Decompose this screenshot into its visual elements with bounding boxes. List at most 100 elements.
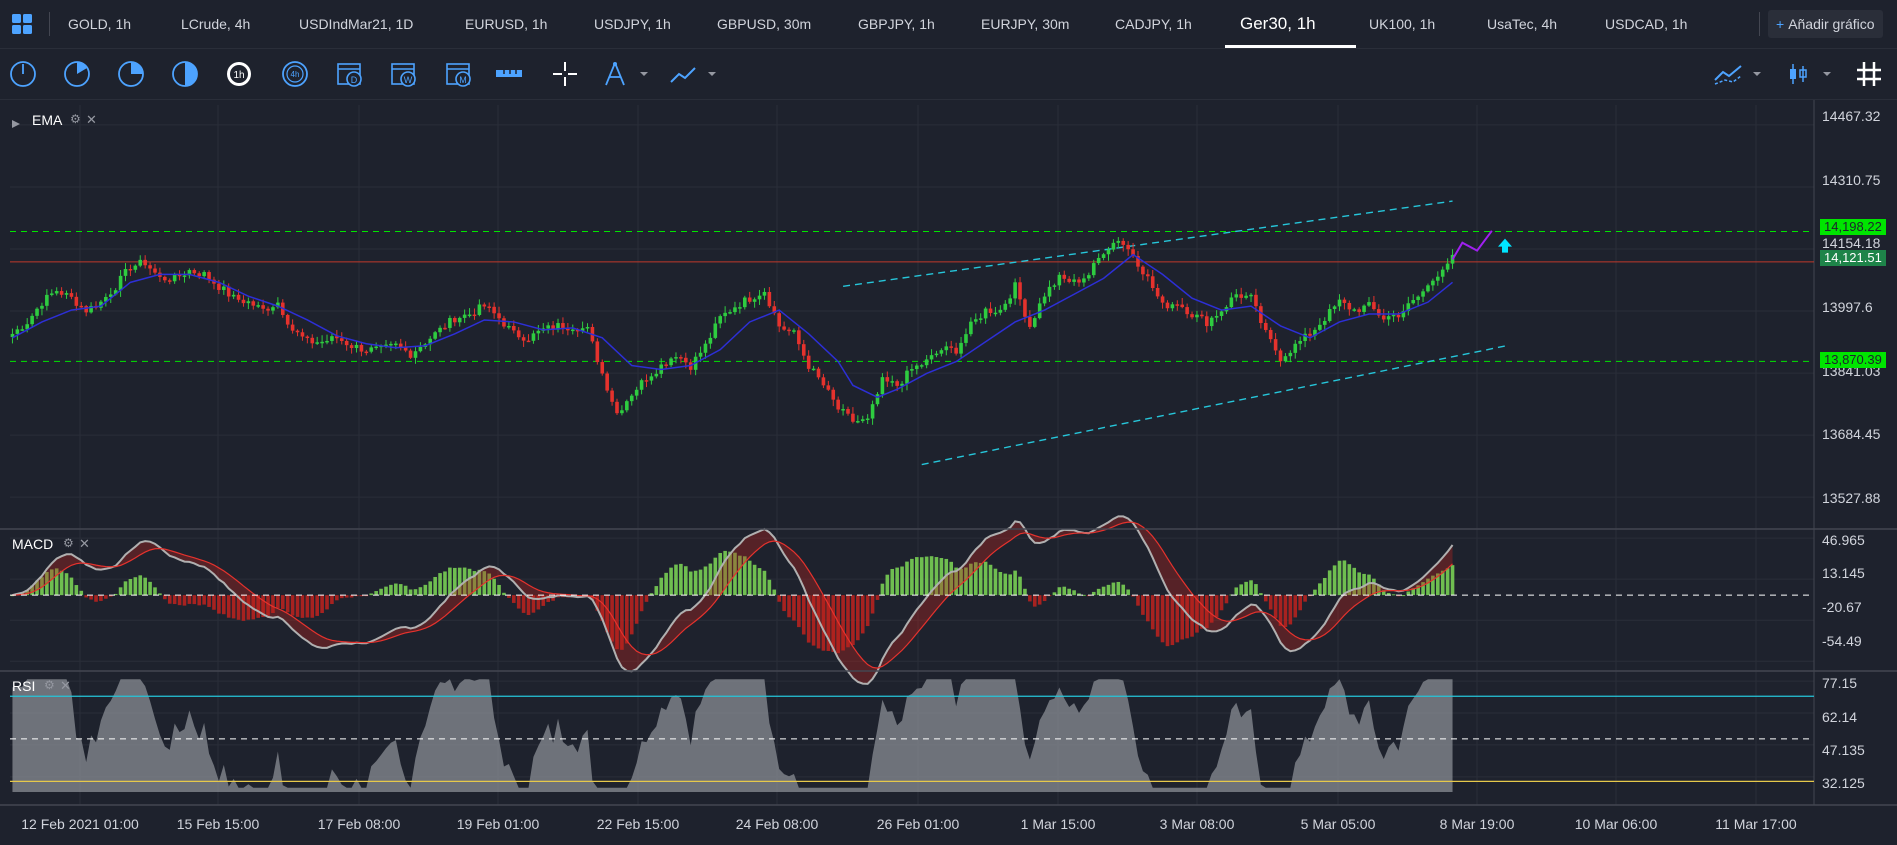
tab-usdcad[interactable]: USDCAD, 1h — [1605, 16, 1688, 32]
close-icon[interactable]: ✕ — [79, 536, 90, 551]
calendar-month-icon[interactable]: M — [444, 60, 474, 88]
candle-body — [384, 344, 388, 347]
candle-body — [266, 308, 270, 311]
tab-usdjpy[interactable]: USDJPY, 1h — [594, 16, 671, 32]
ema-line-path — [12, 253, 1454, 399]
macd-histogram-bar — [531, 595, 536, 613]
macd-histogram-bar — [964, 567, 968, 596]
add-chart-button[interactable]: + Añadir gráfico — [1768, 10, 1883, 38]
ruler-icon[interactable] — [494, 60, 524, 88]
macd-histogram-bar — [669, 567, 673, 596]
candle-body — [905, 370, 909, 384]
macd-histogram-bar — [919, 557, 924, 596]
tab-gbpjpy[interactable]: GBPJPY, 1h — [858, 16, 935, 32]
active-tab-indicator — [1225, 45, 1356, 48]
clock-45m-icon[interactable] — [116, 60, 146, 88]
candle-body — [738, 307, 742, 309]
candle-body — [1111, 242, 1116, 250]
tab-gbpusd[interactable]: GBPUSD, 30m — [717, 16, 812, 32]
grid-icon[interactable] — [1854, 60, 1884, 88]
candle-body — [944, 346, 949, 351]
macd-histogram-bar — [639, 595, 644, 612]
collapse-icon[interactable] — [12, 115, 20, 128]
clock-15m-icon[interactable] — [8, 60, 38, 88]
macd-histogram-bar — [1421, 582, 1425, 596]
macd-histogram-bar — [1435, 573, 1440, 596]
time-axis-label: 1 Mar 15:00 — [1020, 816, 1096, 832]
candle-body — [40, 305, 44, 309]
macd-histogram-bar — [860, 595, 865, 634]
chart-area[interactable] — [0, 100, 1897, 845]
macd-histogram-bar — [1244, 581, 1248, 596]
macd-histogram-bar — [1150, 595, 1155, 630]
macd-histogram-bar — [457, 567, 462, 596]
candle-body — [1214, 315, 1219, 318]
candle-body — [890, 381, 895, 383]
macd-histogram-bar — [192, 595, 197, 605]
ema-pane-title: EMA — [32, 112, 63, 128]
candle-body — [875, 394, 880, 405]
timeframe-1h-icon[interactable]: 1h — [224, 60, 254, 88]
candle-body — [226, 286, 231, 297]
tab-eurusd[interactable]: EURUSD, 1h — [465, 16, 548, 32]
macd-histogram-bar — [1195, 595, 1199, 633]
macd-histogram-bar — [226, 595, 231, 618]
svg-text:M: M — [459, 75, 467, 85]
tab-cadjpy[interactable]: CADJPY, 1h — [1115, 16, 1192, 32]
close-icon[interactable]: ✕ — [60, 678, 71, 693]
macd-histogram-bar — [20, 592, 25, 596]
candle-body — [566, 328, 570, 331]
candle-body — [487, 306, 492, 308]
macd-histogram-bar — [443, 571, 447, 596]
indicator-icon[interactable] — [1713, 60, 1765, 88]
macd-histogram-bar — [915, 557, 919, 596]
chart-type-icon[interactable] — [1783, 60, 1835, 88]
tab-eurjpy[interactable]: EURJPY, 30m — [981, 16, 1070, 32]
clock-half-icon[interactable] — [170, 60, 200, 88]
tab-uk100[interactable]: UK100, 1h — [1369, 16, 1436, 32]
tab-lcrude[interactable]: LCrude, 4h — [181, 16, 251, 32]
calendar-week-icon[interactable]: W — [389, 60, 419, 88]
macd-histogram-bar — [836, 595, 840, 654]
candle-body — [856, 421, 860, 423]
settings-icon[interactable]: ⚙ — [70, 112, 81, 126]
clock-30m-icon[interactable] — [62, 60, 92, 88]
calendar-day-icon[interactable]: D — [335, 60, 365, 88]
candle-body — [1259, 306, 1263, 323]
macd-histogram-bar — [374, 591, 378, 596]
trendline-icon[interactable] — [668, 60, 720, 88]
candle-body — [556, 323, 560, 330]
drawing-compass-icon[interactable] — [600, 60, 652, 88]
timeframe-4h-icon[interactable]: 4h — [280, 60, 310, 88]
trend-channel — [842, 200, 1507, 466]
macd-histogram-bar — [49, 569, 54, 596]
up-arrow-icon — [1498, 238, 1512, 253]
macd-histogram-bar — [502, 592, 506, 596]
tab-divider — [1759, 12, 1760, 36]
candle-body — [1352, 309, 1357, 311]
candle-body — [585, 327, 590, 329]
candle-body — [413, 351, 418, 358]
candle-body — [428, 338, 433, 345]
crosshair-icon[interactable] — [550, 60, 580, 88]
candle-body — [443, 327, 447, 330]
tab-usdind[interactable]: USDIndMar21, 1D — [299, 16, 414, 32]
close-icon[interactable]: ✕ — [86, 112, 97, 127]
macd-histogram-bar — [521, 595, 526, 613]
tab-ger30[interactable]: Ger30, 1h — [1240, 14, 1316, 33]
macd-histogram-bar — [1406, 591, 1411, 596]
tab-usatec[interactable]: UsaTec, 4h — [1487, 16, 1558, 32]
candle-body — [964, 334, 968, 343]
settings-icon[interactable]: ⚙ — [44, 678, 55, 692]
tab-gold[interactable]: GOLD, 1h — [68, 16, 132, 32]
settings-icon[interactable]: ⚙ — [63, 536, 74, 550]
macd-histogram-bar — [600, 595, 605, 621]
candle-body — [634, 389, 639, 396]
macd-histogram-bar — [900, 566, 904, 596]
macd-histogram-bar — [885, 574, 890, 596]
macd-histogram-bar — [747, 560, 752, 596]
rsi-axis-label: 47.135 — [1822, 742, 1865, 758]
layout-grid-icon[interactable] — [10, 12, 34, 36]
macd-histogram-bar — [1239, 584, 1243, 596]
macd-histogram-bar — [148, 581, 152, 596]
